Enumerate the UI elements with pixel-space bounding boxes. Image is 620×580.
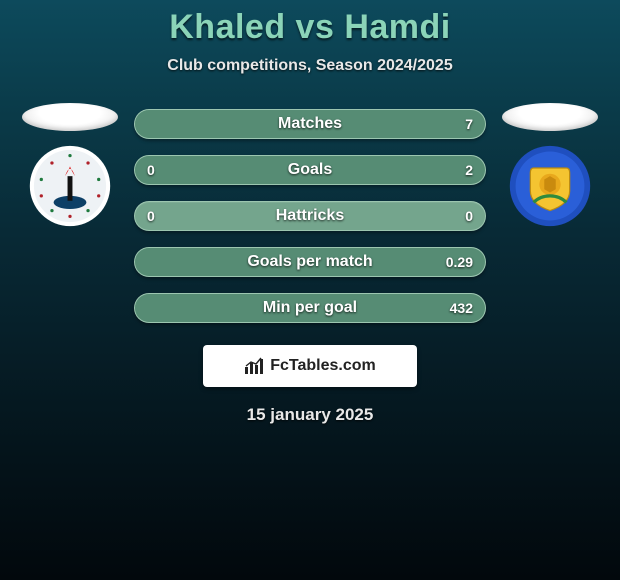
stat-value-left: 0	[147, 162, 155, 178]
stat-value-right: 7	[465, 116, 473, 132]
stat-label: Hattricks	[135, 207, 485, 225]
stats-bars: Matches70Goals20Hattricks0Goals per matc…	[134, 109, 486, 323]
stat-row: 0Hattricks0	[134, 201, 486, 231]
stat-fill-right	[135, 110, 485, 138]
player-placeholder-oval	[22, 103, 118, 131]
comparison-row: Matches70Goals20Hattricks0Goals per matc…	[0, 103, 620, 323]
brand-watermark: FcTables.com	[203, 345, 417, 387]
right-player-column	[500, 103, 600, 227]
bar-chart-icon	[244, 357, 266, 375]
stat-value-right: 432	[450, 300, 473, 316]
right-club-badge	[509, 145, 591, 227]
brand-text: FcTables.com	[270, 357, 376, 375]
subtitle: Club competitions, Season 2024/2025	[0, 57, 620, 75]
stat-value-right: 2	[465, 162, 473, 178]
stat-fill-right	[135, 248, 485, 276]
left-club-badge	[29, 145, 111, 227]
content-root: Khaled vs Hamdi Club competitions, Seaso…	[0, 0, 620, 425]
date-text: 15 january 2025	[0, 405, 620, 425]
left-player-column	[20, 103, 120, 227]
club-crest-icon	[29, 145, 111, 227]
player-placeholder-oval	[502, 103, 598, 131]
stat-value-left: 0	[147, 208, 155, 224]
page-title: Khaled vs Hamdi	[0, 8, 620, 47]
stat-fill-right	[135, 156, 485, 184]
stat-value-right: 0	[465, 208, 473, 224]
stat-fill-right	[135, 294, 485, 322]
stat-row: Min per goal432	[134, 293, 486, 323]
stat-row: 0Goals2	[134, 155, 486, 185]
stat-value-right: 0.29	[446, 254, 473, 270]
club-crest-icon	[509, 145, 591, 227]
stat-row: Goals per match0.29	[134, 247, 486, 277]
stat-row: Matches7	[134, 109, 486, 139]
